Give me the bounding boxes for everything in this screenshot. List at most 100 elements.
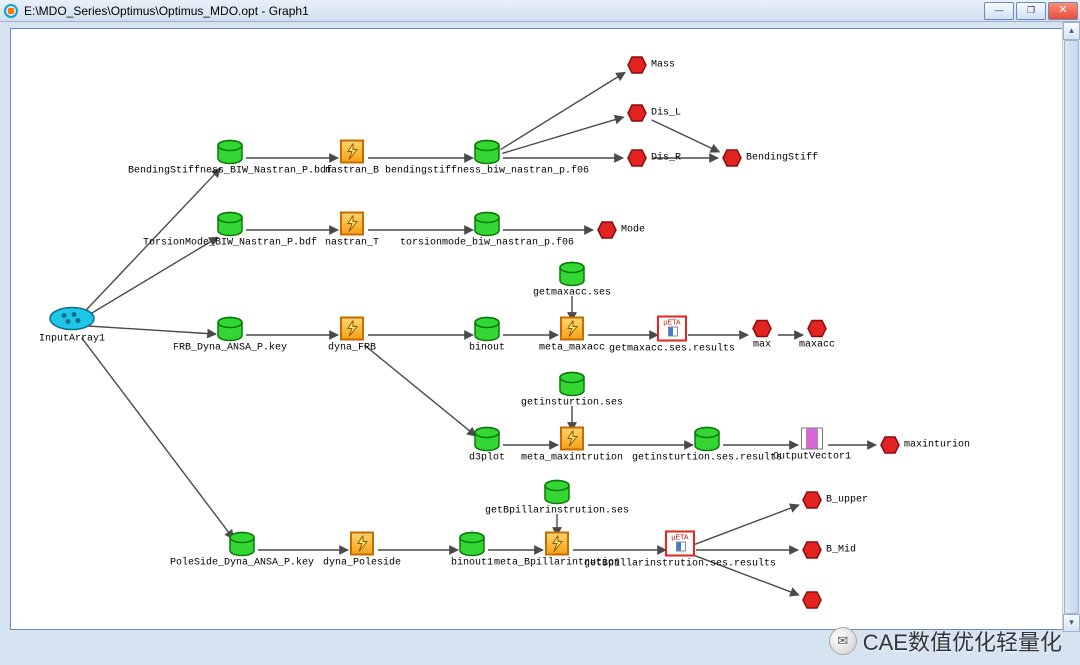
node-PoleSide_key[interactable]: PoleSide_Dyna_ANSA_P.key: [170, 532, 314, 569]
node-label: getmaxacc.ses: [533, 288, 611, 299]
window-titlebar[interactable]: E:\MDO_Series\Optimus\Optimus_MDO.opt - …: [0, 0, 1080, 22]
process-icon: [545, 532, 569, 556]
node-FRB_key[interactable]: FRB_Dyna_ANSA_P.key: [173, 317, 287, 354]
node-Mode[interactable]: Mode: [597, 221, 617, 239]
cylinder-icon: [473, 140, 501, 164]
node-getinsturtion_ses[interactable]: getinsturtion.ses: [521, 372, 623, 409]
node-label: binout1: [451, 558, 493, 569]
node-bendingstiffness_f06[interactable]: bendingstiffness_biw_nastran_p.f06: [385, 140, 589, 177]
node-binout1[interactable]: binout1: [451, 532, 493, 569]
scroll-track[interactable]: [1063, 40, 1080, 614]
node-OutputVector1[interactable]: OutputVector1: [773, 428, 851, 463]
meta-icon: µETA: [665, 531, 695, 557]
node-maxacc[interactable]: maxacc: [799, 320, 835, 351]
hex-icon: [807, 320, 827, 338]
node-B_upper[interactable]: B_upper: [802, 491, 822, 509]
vertical-scrollbar[interactable]: ▴ ▾: [1062, 22, 1080, 632]
meta-icon: µETA: [657, 316, 687, 342]
cylinder-icon: [558, 262, 586, 286]
node-dyna_FRB[interactable]: dyna_FRB: [328, 317, 376, 354]
node-B_Mid[interactable]: B_Mid: [802, 541, 822, 559]
node-label: nastran_B: [325, 166, 379, 177]
node-getmaxacc_results[interactable]: µETAgetmaxacc.ses.results: [609, 316, 735, 355]
scroll-up-button[interactable]: ▴: [1063, 22, 1080, 40]
node-label: meta_maxacc: [539, 343, 605, 354]
node-label: getinsturtion.ses.results: [632, 453, 782, 464]
vector-icon: [801, 428, 823, 450]
process-icon: [560, 317, 584, 341]
node-B_lower[interactable]: [802, 591, 822, 609]
cylinder-icon: [228, 532, 256, 556]
node-meta_maxintrution[interactable]: meta_maxintrution: [521, 427, 623, 464]
edge: [86, 237, 218, 317]
node-max[interactable]: max: [752, 320, 772, 351]
process-icon: [560, 427, 584, 451]
cylinder-icon: [216, 212, 244, 236]
node-label: TorsionMode_BIW_Nastran_P.bdf: [143, 238, 317, 249]
close-button[interactable]: ✕: [1048, 2, 1078, 20]
hex-icon: [597, 221, 617, 239]
node-maxinturion[interactable]: maxinturion: [880, 436, 900, 454]
edge: [364, 345, 476, 436]
hex-icon: [880, 436, 900, 454]
scroll-thumb[interactable]: [1064, 40, 1079, 614]
node-getBpillar_results[interactable]: µETA getBpillarinstrution.ses.results: [584, 531, 776, 570]
node-BendingStiff[interactable]: BendingStiff: [722, 149, 742, 167]
node-label: maxinturion: [904, 440, 970, 451]
node-label: getBpillarinstrution.ses: [485, 506, 629, 517]
edge: [651, 120, 719, 152]
node-binout[interactable]: binout: [469, 317, 505, 354]
window-controls: — ❐ ✕: [984, 2, 1078, 20]
maximize-button[interactable]: ❐: [1016, 2, 1046, 20]
node-Mass[interactable]: Mass: [627, 56, 647, 74]
node-Dis_L[interactable]: Dis_L: [627, 104, 647, 122]
cylinder-icon: [473, 427, 501, 451]
node-InputArray1[interactable]: InputArray1: [39, 306, 105, 345]
cylinder-icon: [473, 212, 501, 236]
cylinder-icon: [558, 372, 586, 396]
process-icon: [350, 532, 374, 556]
scroll-down-button[interactable]: ▾: [1063, 614, 1080, 632]
cylinder-icon: [473, 317, 501, 341]
node-label: maxacc: [799, 340, 835, 351]
node-label: B_Mid: [826, 545, 856, 556]
node-nastran_T[interactable]: nastran_T: [325, 212, 379, 249]
node-label: dyna_Poleside: [323, 558, 401, 569]
node-label: B_upper: [826, 495, 868, 506]
node-label: OutputVector1: [773, 452, 851, 463]
node-label: PoleSide_Dyna_ANSA_P.key: [170, 558, 314, 569]
window-title: E:\MDO_Series\Optimus\Optimus_MDO.opt - …: [24, 4, 309, 18]
app-window: E:\MDO_Series\Optimus\Optimus_MDO.opt - …: [0, 0, 1080, 665]
node-getmaxacc_ses[interactable]: getmaxacc.ses: [533, 262, 611, 299]
minimize-button[interactable]: —: [984, 2, 1014, 20]
edge: [501, 72, 626, 149]
app-icon: [4, 4, 18, 18]
node-label: nastran_T: [325, 238, 379, 249]
node-nastran_B[interactable]: nastran_B: [325, 140, 379, 177]
node-meta_maxacc[interactable]: meta_maxacc: [539, 317, 605, 354]
hex-icon: [722, 149, 742, 167]
cylinder-icon: [693, 427, 721, 451]
cylinder-icon: [216, 317, 244, 341]
node-label: binout: [469, 343, 505, 354]
node-Dis_R[interactable]: Dis_R: [627, 149, 647, 167]
node-d3plot[interactable]: d3plot: [469, 427, 505, 464]
wechat-icon: ✉: [829, 627, 857, 655]
graph-canvas[interactable]: InputArray1 BendingStiffness_BIW_Nastran_…: [12, 30, 1067, 628]
cylinder-icon: [543, 480, 571, 504]
input_ellipse-icon: [48, 306, 96, 332]
node-label: Dis_R: [651, 153, 681, 164]
node-getinsturtion_results[interactable]: getinsturtion.ses.results: [632, 427, 782, 464]
node-getBpillar_ses[interactable]: getBpillarinstrution.ses: [485, 480, 629, 517]
node-dyna_Poleside[interactable]: dyna_Poleside: [323, 532, 401, 569]
node-torsionmode_f06[interactable]: torsionmode_biw_nastran_p.f06: [400, 212, 574, 249]
cylinder-icon: [216, 140, 244, 164]
node-BendingStiffness_bdf[interactable]: BendingStiffness_BIW_Nastran_P.bdf: [128, 140, 332, 177]
process-icon: [340, 212, 364, 236]
node-label: getBpillarinstrution.ses.results: [584, 559, 776, 570]
node-label: Mass: [651, 60, 675, 71]
hex-icon: [802, 591, 822, 609]
hex-icon: [627, 149, 647, 167]
node-label: Mode: [621, 225, 645, 236]
node-TorsionMode_bdf[interactable]: TorsionMode_BIW_Nastran_P.bdf: [143, 212, 317, 249]
